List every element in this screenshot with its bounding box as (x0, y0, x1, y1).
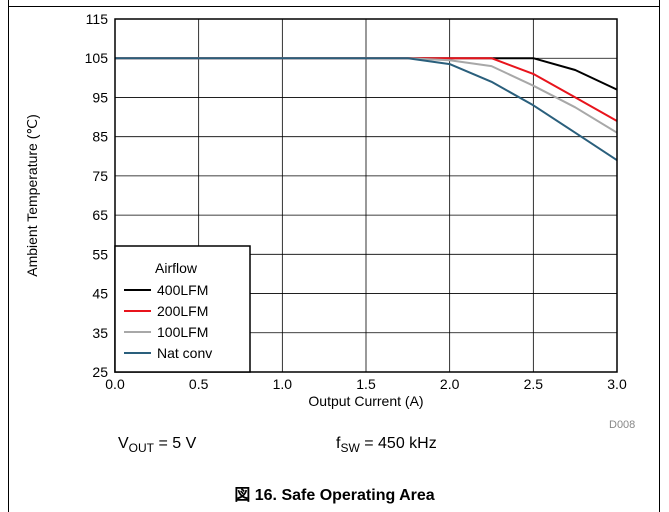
x-tick-label: 0.0 (105, 376, 125, 392)
y-tick-label: 25 (92, 364, 108, 380)
legend-entry: 100LFM (157, 324, 208, 340)
x-tick-label: 1.5 (356, 376, 376, 392)
legend-entry: Nat conv (157, 345, 212, 361)
x-axis-label: Output Current (A) (308, 393, 423, 409)
plot-border (114, 18, 618, 373)
vout-caption: VOUT = 5 V (118, 435, 196, 455)
top-border (8, 6, 660, 7)
tick-labels: 0.0 0.5 1.0 1.5 2.0 2.5 3.0 25 35 45 55 65 75 85 95 105… (85, 11, 627, 392)
y-tick-label: 95 (92, 89, 108, 105)
safe-operating-area-chart: 0.0 0.5 1.0 1.5 2.0 2.5 3.0 25 35 45 55 65 75 85 95 105… (24, 11, 627, 409)
x-tick-label: 2.5 (524, 376, 544, 392)
legend-title: Airflow (155, 260, 198, 276)
y-tick-label: 55 (92, 246, 108, 262)
x-tick-label: 3.0 (607, 376, 627, 392)
y-tick-label: 115 (86, 11, 109, 27)
x-tick-label: 2.0 (440, 376, 460, 392)
vout-value: = 5 V (154, 435, 197, 452)
vout-subscript: OUT (128, 441, 155, 456)
figure-code: D008 (609, 419, 636, 431)
x-tick-label: 0.5 (189, 376, 209, 392)
y-axis-label: Ambient Temperature (℃) (24, 114, 40, 277)
legend: Airflow 400LFM 200LFM 100LFM Nat conv (114, 245, 251, 373)
x-tick-label: 1.0 (273, 376, 293, 392)
series-line-nat-conv (115, 57, 618, 162)
series-layer (115, 57, 618, 162)
fsw-symbol: f (336, 435, 341, 452)
fsw-caption: fSW = 450 kHz (336, 435, 437, 455)
vout-symbol: V (118, 435, 129, 452)
y-tick-label: 105 (85, 50, 109, 66)
figure-caption: 図 16. Safe Operating Area (234, 487, 435, 504)
figure-frame (8, 0, 660, 512)
legend-box (114, 245, 251, 373)
y-tick-label: 35 (92, 325, 108, 341)
y-tick-label: 85 (92, 129, 108, 145)
fsw-value: = 450 kHz (359, 435, 437, 452)
y-tick-label: 45 (92, 286, 108, 302)
legend-entry: 200LFM (157, 303, 208, 319)
legend-entry: 400LFM (157, 282, 208, 298)
fsw-subscript: SW (340, 441, 360, 456)
y-tick-label: 75 (92, 168, 108, 184)
y-tick-label: 65 (92, 207, 108, 223)
